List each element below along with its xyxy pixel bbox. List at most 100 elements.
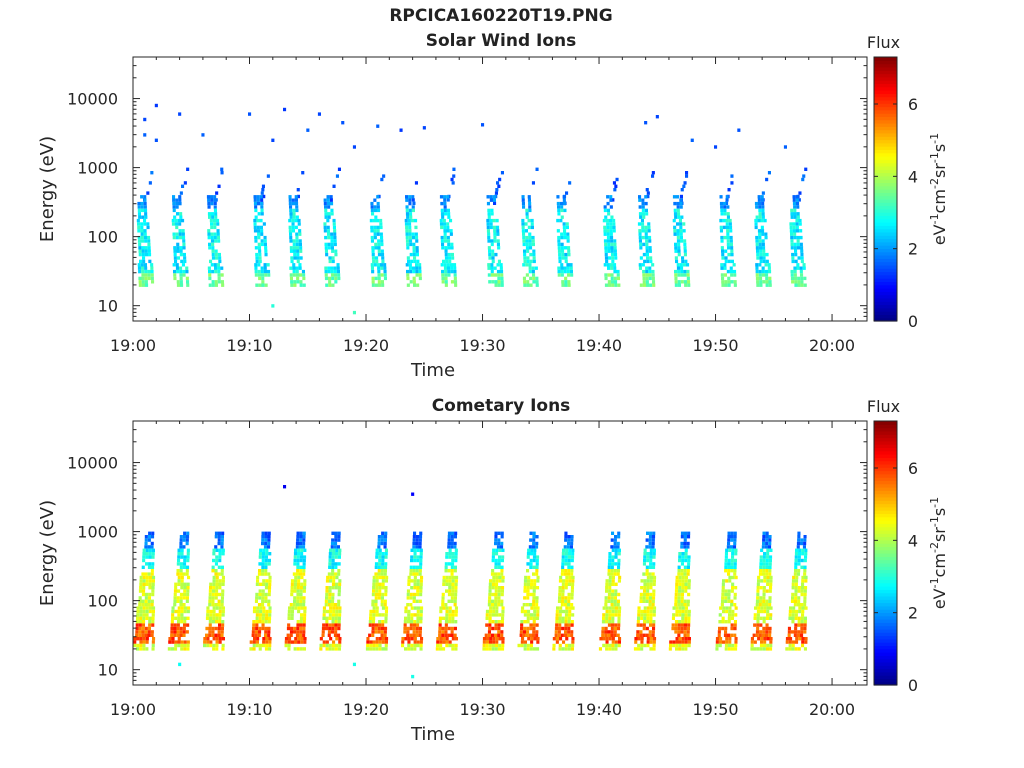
flux-pixel: [438, 620, 442, 624]
flux-pixel: [206, 637, 210, 641]
flux-pixel: [608, 283, 612, 287]
flux-pixel: [494, 620, 498, 624]
flux-pixel: [519, 630, 523, 634]
flux-pixel: [733, 531, 737, 535]
flux-pixel: [639, 256, 643, 260]
flux-pixel: [730, 531, 734, 535]
flux-pixel: [557, 249, 561, 253]
flux-pixel: [142, 640, 146, 644]
flux-pixel: [794, 589, 798, 593]
flux-pixel: [287, 613, 291, 617]
flux-pixel: [730, 246, 734, 250]
flux-pixel: [261, 283, 265, 287]
flux-pixel: [605, 613, 609, 617]
flux-pixel: [438, 616, 442, 620]
flux-pixel: [293, 256, 297, 260]
flux-pixel: [178, 232, 182, 236]
flux-pixel: [447, 531, 451, 535]
flux-pixel: [208, 269, 212, 274]
flux-pixel: [451, 256, 455, 260]
flux-pixel: [249, 640, 253, 644]
flux-pixel: [375, 579, 379, 583]
flux-pixel: [261, 572, 265, 576]
flux-pixel: [728, 606, 732, 610]
flux-pixel: [804, 552, 808, 556]
flux-pixel: [173, 249, 177, 253]
flux-pixel: [287, 647, 291, 651]
flux-pixel: [564, 558, 568, 563]
flux-pixel: [136, 609, 140, 614]
flux-pixel: [331, 565, 335, 569]
colorbar-segment: [874, 467, 897, 472]
flux-pixel: [649, 592, 653, 597]
flux-pixel: [374, 626, 378, 631]
flux-pixel: [182, 596, 186, 600]
flux-pixel: [488, 280, 492, 284]
flux-pixel: [556, 218, 560, 223]
flux-pixel: [145, 575, 149, 580]
flux-pixel: [257, 246, 261, 250]
flux-pixel: [455, 575, 459, 580]
flux-pixel: [765, 589, 769, 593]
colorbar-segment: [874, 281, 897, 286]
flux-pixel: [724, 256, 728, 260]
flux-pixel: [610, 215, 614, 219]
flux-pixel: [564, 283, 568, 287]
flux-pixel: [718, 613, 722, 617]
flux-pixel: [557, 208, 561, 213]
flux-pixel: [730, 562, 734, 566]
flux-pixel: [438, 623, 442, 627]
flux-pixel: [679, 194, 683, 199]
flux-pixel: [268, 606, 272, 610]
flux-pixel: [804, 586, 808, 590]
flux-pixel: [617, 562, 621, 566]
flux-pixel: [441, 269, 445, 274]
flux-pixel: [180, 609, 184, 614]
flux-pixel: [261, 188, 265, 192]
flux-pixel: [267, 562, 271, 566]
flux-pixel: [604, 252, 608, 257]
flux-pixel: [500, 633, 504, 637]
flux-pixel: [212, 575, 216, 580]
flux-pixel: [290, 616, 294, 620]
flux-pixel: [521, 201, 525, 206]
flux-pixel: [677, 249, 681, 253]
colorbar-segment: [874, 60, 897, 65]
flux-pixel: [758, 246, 762, 250]
flux-pixel: [332, 218, 336, 223]
flux-pixel: [409, 280, 413, 284]
flux-pixel: [186, 640, 190, 644]
colorbar-segment: [874, 562, 897, 567]
flux-pixel: [564, 538, 568, 542]
flux-pixel: [186, 647, 190, 651]
flux-pixel: [563, 269, 567, 274]
flux-pixel: [377, 626, 381, 631]
colorbar-segment: [874, 454, 897, 458]
flux-pixel: [640, 643, 644, 648]
flux-pixel: [797, 256, 801, 260]
flux-pixel: [491, 592, 495, 597]
flux-pixel: [491, 256, 495, 260]
flux-pixel: [144, 246, 148, 250]
flux-pixel: [385, 637, 389, 641]
flux-pixel: [327, 630, 331, 634]
flux-pixel: [406, 269, 410, 274]
flux-pixel: [528, 232, 532, 236]
flux-pixel: [338, 613, 342, 617]
flux-pixel: [765, 603, 769, 607]
flux-pixel: [448, 589, 452, 593]
flux-pixel: [327, 603, 331, 607]
flux-pixel: [523, 589, 527, 593]
flux-pixel: [143, 235, 147, 240]
flux-pixel: [558, 256, 562, 260]
flux-pixel: [652, 579, 656, 583]
colorbar-segment: [874, 208, 897, 213]
flux-pixel: [186, 280, 190, 284]
flux-pixel: [420, 637, 424, 641]
flux-pixel: [687, 613, 691, 617]
flux-pixel: [408, 208, 412, 213]
flux-pixel: [171, 609, 175, 614]
colorbar-label-exp: -2: [928, 542, 941, 553]
flux-pixel: [687, 623, 691, 627]
flux-pixel: [174, 609, 178, 614]
